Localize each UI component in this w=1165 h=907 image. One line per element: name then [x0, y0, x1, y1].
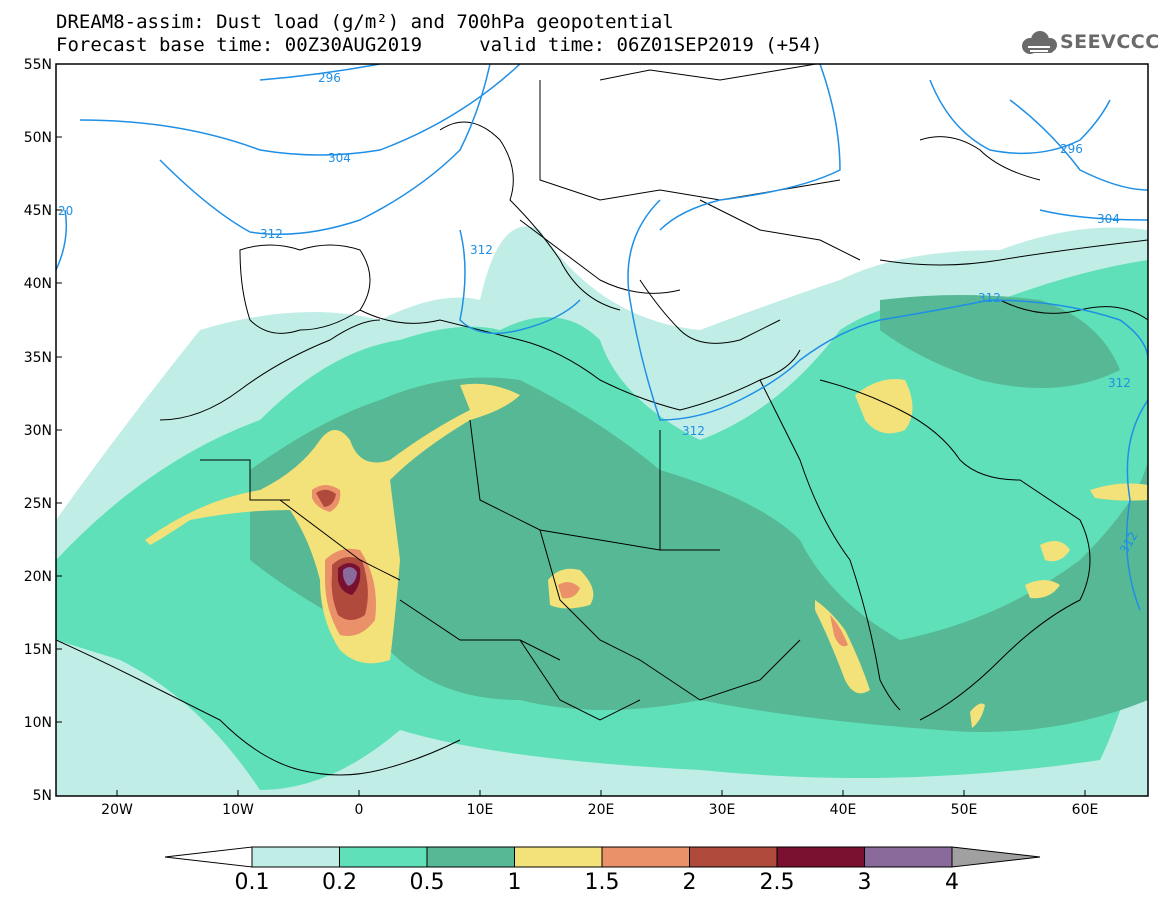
lat-labels: 55N 50N 45N 40N 35N 30N 25N 20N 15N 10N … [24, 57, 52, 804]
axis-ticks [56, 63, 1086, 796]
colorbar-label: 0.1 [234, 870, 270, 895]
lat-tick-label: 30N [24, 423, 52, 439]
lon-tick-label: 60E [1072, 802, 1099, 818]
logo-text: SEEVCCC [1060, 31, 1160, 53]
lat-tick-label: 15N [24, 642, 52, 658]
contour-label: 20 [58, 204, 73, 218]
contour-label: 296 [1060, 142, 1083, 156]
colorbar-label: 2.5 [759, 870, 795, 895]
colorbar-label: 1 [507, 870, 522, 895]
colorbar-label: 0.2 [322, 870, 357, 895]
colorbar-label: 4 [945, 870, 959, 895]
cloud-icon [1022, 31, 1057, 54]
lon-tick-label: 20W [101, 802, 133, 818]
lat-tick-label: 20N [24, 569, 52, 585]
lon-tick-label: 50E [951, 802, 978, 818]
contour-labels: 296 304 312 20 312 296 304 312 312 312 3… [58, 71, 1141, 556]
lon-tick-label: 40E [830, 802, 857, 818]
contour-label: 296 [318, 71, 341, 85]
contour-label: 312 [682, 424, 705, 438]
lon-tick-label: 30E [709, 802, 736, 818]
contour-label: 312 [1108, 376, 1131, 390]
lat-tick-label: 55N [24, 57, 52, 73]
contour-label: 312 [978, 291, 1001, 305]
colorbar-label: 1.5 [584, 870, 620, 895]
lon-tick-label: 0 [355, 802, 364, 818]
lat-tick-label: 45N [24, 203, 52, 219]
lon-labels: 20W 10W 0 10E 20E 30E 40E 50E 60E [101, 802, 1098, 818]
lon-tick-label: 20E [588, 802, 615, 818]
colorbar-label: 3 [857, 870, 872, 895]
forecast-times: Forecast base time: 00Z30AUG2019 valid t… [56, 34, 823, 56]
lat-tick-label: 40N [24, 276, 52, 292]
contour-label: 312 [470, 243, 493, 257]
lon-tick-label: 10E [467, 802, 494, 818]
lat-tick-label: 5N [33, 788, 52, 804]
colorbar-label: 0.5 [409, 870, 445, 895]
lon-tick-label: 10W [222, 802, 254, 818]
lat-tick-label: 10N [24, 715, 52, 731]
map-title: DREAM8-assim: Dust load (g/m²) and 700hP… [56, 11, 674, 33]
contour-label: 312 [260, 227, 283, 241]
geopotential-contours [56, 64, 1148, 611]
lat-tick-label: 25N [24, 496, 52, 512]
lat-tick-label: 35N [24, 350, 52, 366]
contour-label: 304 [1097, 212, 1120, 226]
contour-label: 304 [328, 151, 351, 165]
lat-tick-label: 50N [24, 130, 52, 146]
coastlines [56, 64, 1148, 776]
colorbar-label: 2 [682, 870, 697, 895]
